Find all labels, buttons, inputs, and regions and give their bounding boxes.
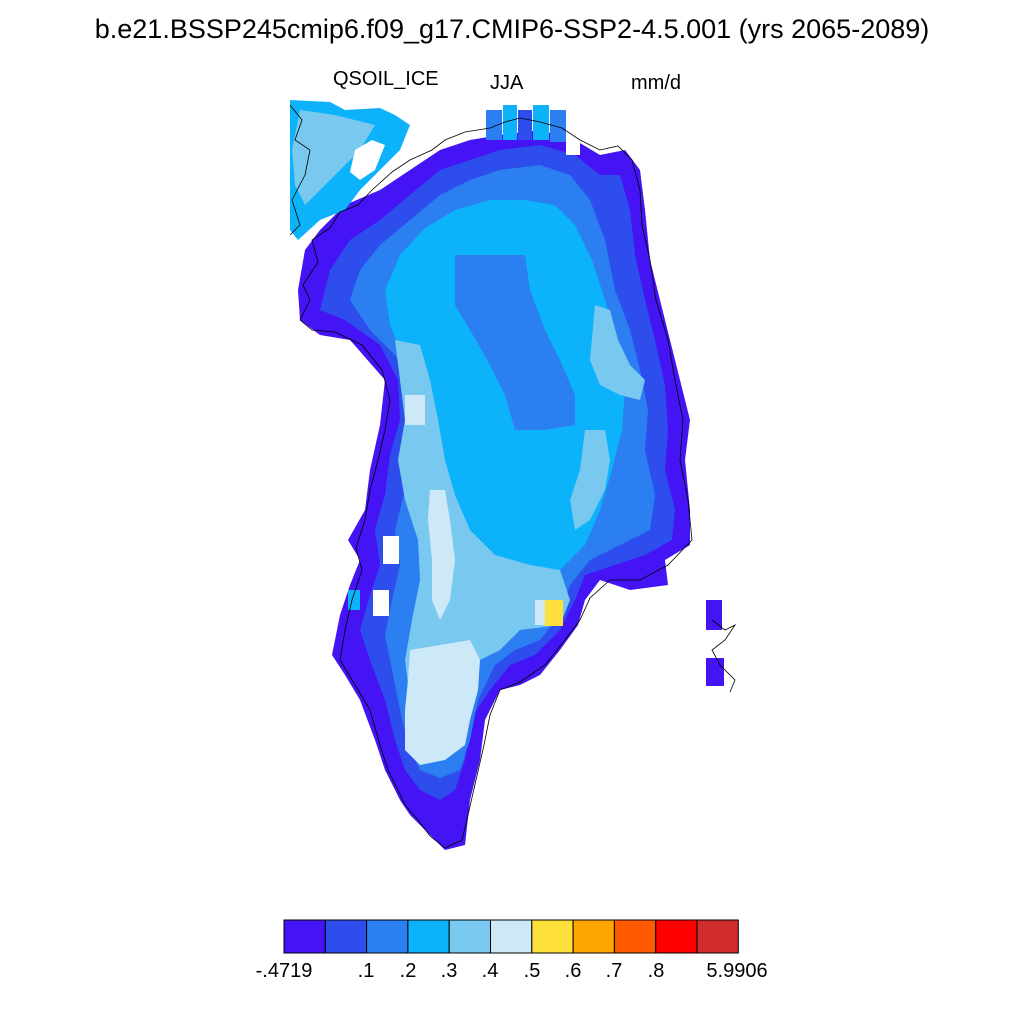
- figure-title: b.e21.BSSP245cmip6.f09_g17.CMIP6-SSP2-4.…: [94, 14, 930, 44]
- region-north-cell-3: [518, 110, 532, 140]
- region-north-cell-5: [550, 110, 566, 142]
- variable-label: QSOIL_ICE: [333, 68, 439, 90]
- colorbar-swatch: [613, 919, 657, 954]
- region-central-ridge: [455, 255, 575, 430]
- colorbar-tick-label: .8: [647, 960, 665, 982]
- colorbar-tick-label: .6: [564, 960, 582, 982]
- colorbar-swatch: [531, 919, 574, 954]
- region-gap-2: [373, 590, 389, 616]
- region-east-island-1: [706, 600, 722, 630]
- coastline-east-island: [711, 619, 737, 693]
- colorbar-tick-label: .3: [440, 960, 458, 982]
- colorbar-swatch: [283, 919, 326, 954]
- season-label: JJA: [490, 72, 524, 94]
- colorbar-swatch: [696, 919, 739, 954]
- region-north-cell-2: [503, 105, 517, 140]
- region-southwest-slope: [395, 340, 570, 720]
- region-east-slope-2: [570, 430, 610, 530]
- region-northwest-white: [350, 140, 385, 180]
- region-northwest-light: [292, 110, 375, 205]
- colorbar-swatch: [655, 919, 698, 954]
- units-label: mm/d: [631, 72, 681, 94]
- colorbar-tick-label: 5.9906: [706, 960, 768, 982]
- colorbar-swatch: [490, 919, 533, 954]
- colorbar-tick-label: .1: [357, 960, 375, 982]
- region-southwest-strip: [428, 490, 455, 620]
- region-light-cell-1: [405, 395, 425, 425]
- region-gap-1: [383, 536, 399, 564]
- colorbar-swatch: [572, 919, 615, 954]
- colorbar-swatch: [407, 919, 450, 954]
- region-north-cell-6: [566, 130, 580, 155]
- coastline-northwest: [289, 104, 311, 236]
- colorbar-tick-label: .7: [605, 960, 623, 982]
- colorbar-tick-label: .4: [481, 960, 499, 982]
- region-east-slope: [590, 305, 645, 400]
- region-south-plateau: [405, 640, 480, 765]
- region-north-cell-1: [486, 110, 502, 140]
- colorbar-swatch: [324, 919, 368, 954]
- colorbar-tick-label: .5: [523, 960, 541, 982]
- colorbar-tick-label: .2: [399, 960, 417, 982]
- colorbar-swatch: [366, 919, 409, 954]
- region-southeast-cell: [545, 600, 563, 626]
- coastline-west: [299, 117, 693, 849]
- region-east-island-2: [706, 658, 724, 686]
- colorbar-tick-label: -.4719: [255, 960, 313, 982]
- colorbar-swatch: [448, 919, 492, 954]
